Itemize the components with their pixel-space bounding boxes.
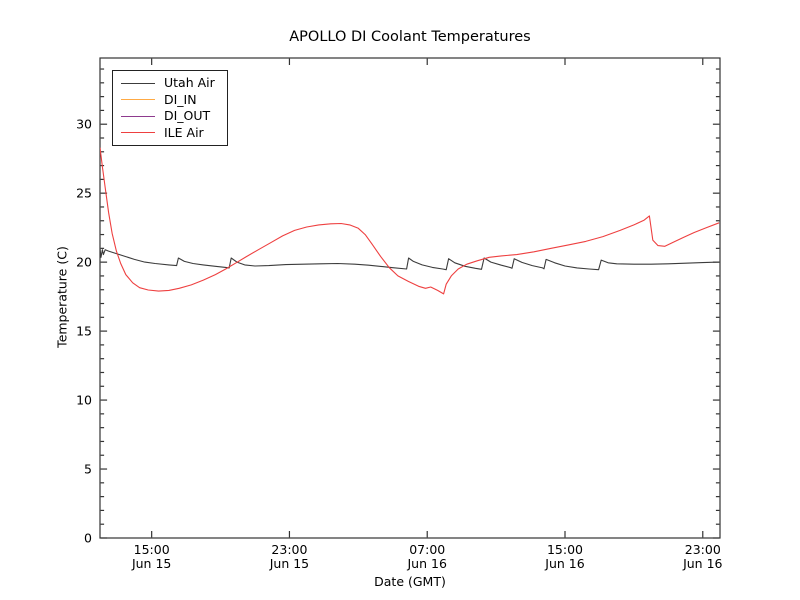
legend-line-di-in — [121, 99, 155, 101]
x-tick-label-date: Jun 16 — [544, 556, 584, 571]
legend-label: ILE Air — [164, 124, 204, 140]
legend-line-ile-air — [121, 132, 155, 134]
series-line-utah-air — [100, 248, 720, 271]
y-tick-label: 20 — [76, 255, 92, 270]
x-tick-label-date: Jun 16 — [407, 556, 447, 571]
x-tick-label-time: 23:00 — [271, 542, 307, 557]
y-tick-label: 5 — [84, 462, 92, 477]
axes-spines — [99, 57, 721, 539]
legend-label: DI_IN — [164, 91, 197, 107]
x-tick-label-time: 15:00 — [134, 542, 170, 557]
y-axis-label: Temperature (C) — [54, 246, 70, 348]
series-line-ile-air — [100, 147, 720, 295]
y-tick-label: 25 — [76, 186, 92, 201]
x-tick-label-time: 07:00 — [409, 542, 445, 557]
legend-label: Utah Air — [164, 75, 215, 90]
legend-line-di-out — [121, 115, 155, 117]
x-tick-label-date: Jun 15 — [269, 556, 309, 571]
x-axis-label: Date (GMT) — [374, 574, 446, 589]
y-tick-label: 10 — [76, 393, 92, 408]
legend-item-utah-air: Utah Air — [121, 75, 215, 92]
x-tick-label-time: 15:00 — [547, 542, 583, 557]
y-tick-label: 30 — [76, 117, 92, 132]
legend-item-di-out: DI_OUT — [121, 108, 215, 125]
y-tick-label: 0 — [84, 531, 92, 546]
legend: Utah Air DI_IN DI_OUT ILE Air — [112, 70, 228, 146]
legend-line-utah-air — [121, 82, 155, 84]
x-tick-label-time: 23:00 — [685, 542, 721, 557]
x-tick-label-date: Jun 16 — [682, 556, 722, 571]
y-tick-label: 15 — [76, 324, 92, 339]
x-tick-label-date: Jun 15 — [131, 556, 171, 571]
legend-item-ile-air: ILE Air — [121, 125, 215, 142]
legend-label: DI_OUT — [164, 108, 211, 123]
legend-item-di-in: DI_IN — [121, 92, 215, 109]
chart-title: APOLLO DI Coolant Temperatures — [289, 29, 531, 45]
